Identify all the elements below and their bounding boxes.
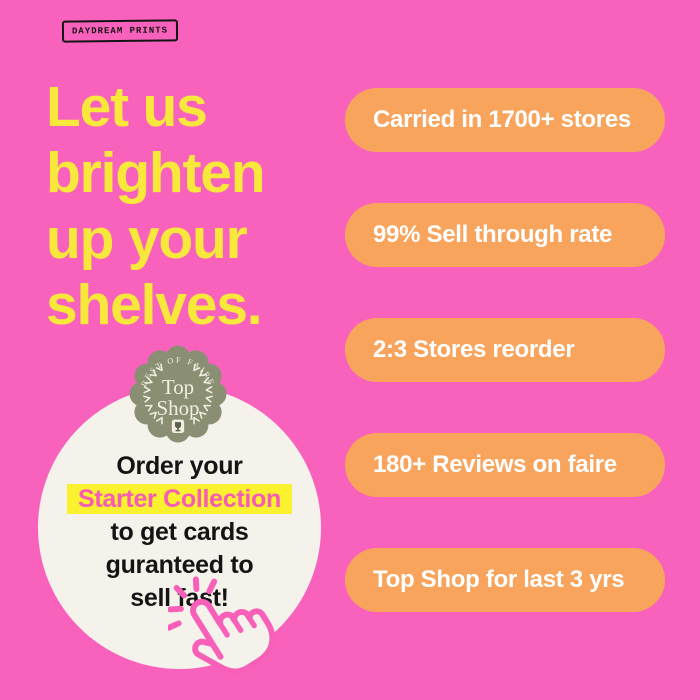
stat-pill-reorder: 2:3 Stores reorder (345, 318, 665, 382)
stat-pill-reviews: 180+ Reviews on faire (345, 433, 665, 497)
offer-line-2: to get cards (110, 518, 249, 546)
click-hand-icon (168, 576, 276, 675)
starter-collection-highlight: Starter Collection (67, 484, 292, 514)
seal-scalloped-shape (129, 345, 227, 443)
stats-list: Carried in 1700+ stores 99% Sell through… (345, 88, 665, 612)
offer-line-3: guranteed to (105, 551, 254, 579)
headline-line-1: Let us (46, 75, 208, 139)
trophy-icon (171, 419, 185, 433)
stat-pill-top-shop: Top Shop for last 3 yrs (345, 548, 665, 612)
headline-line-2: brighten (46, 141, 266, 205)
top-shop-badge-icon: BEST OF FAIRE Top Shop (129, 345, 227, 443)
headline-line-3: up your (46, 207, 248, 271)
offer-line-1: Order your (116, 452, 243, 480)
headline: Let us brighten up your shelves. (46, 74, 266, 338)
brand-logo: DAYDREAM PRINTS (61, 19, 179, 43)
badge-title-top: Top (162, 375, 194, 399)
laurel-wreath-icon (143, 363, 213, 425)
brand-logo-text: DAYDREAM PRINTS (71, 25, 169, 37)
offer-highlight-row: Starter Collection (38, 483, 321, 516)
click-rays (168, 576, 218, 631)
badge-title-shop: Shop (157, 396, 200, 420)
headline-line-4: shelves. (46, 273, 263, 337)
hand-shape (190, 598, 276, 675)
stat-pill-sell-through: 99% Sell through rate (345, 203, 665, 267)
stat-pill-stores: Carried in 1700+ stores (345, 88, 665, 152)
offer-text: Order your Starter Collection to get car… (38, 450, 321, 615)
